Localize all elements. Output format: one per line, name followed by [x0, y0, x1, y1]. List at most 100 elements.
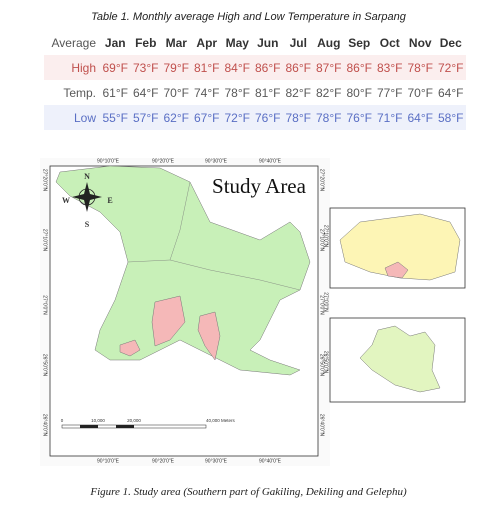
latitude-label: 27°0'0"N	[319, 295, 325, 315]
table-cell: 78°F	[316, 110, 342, 125]
table-cell: 73°F	[133, 60, 159, 75]
table-cell: 81°F	[255, 85, 281, 100]
table-cell: Feb	[135, 35, 157, 50]
table-cell: 62°F	[163, 110, 189, 125]
table-cell: 77°F	[377, 85, 403, 100]
table-cell: 81°F	[194, 60, 220, 75]
table-cell: Oct	[379, 35, 400, 50]
boundary	[169, 181, 191, 261]
table-cell: Low	[73, 110, 96, 125]
compass-star	[72, 182, 102, 212]
longitude-label: 90°20'0"E	[152, 458, 175, 464]
latitude-label: 27°20'0"N	[319, 169, 325, 192]
latitude-label: 27°10'0"N	[319, 229, 325, 252]
compass	[72, 182, 102, 212]
table-cell: High	[71, 60, 96, 75]
table-cell: 67°F	[194, 110, 220, 125]
boundary	[127, 259, 301, 291]
map-title: Study Area	[212, 174, 307, 198]
table-cell: 64°F	[438, 85, 464, 100]
table-cell: Nov	[408, 35, 432, 50]
table-cell: Dec	[439, 35, 462, 50]
inset-district	[359, 325, 441, 393]
table-cell: Jul	[289, 35, 307, 50]
table-row: Average Jan Feb Mar Apr May Jun Jul Aug Sep Oct Nov…	[44, 30, 466, 55]
table-cell: 86°F	[346, 60, 372, 75]
compass-letter: W	[62, 196, 70, 205]
longitude-label: 90°40'0"E	[259, 158, 282, 164]
table-cell: 71°F	[377, 110, 403, 125]
longitude-label: 90°40'0"E	[259, 458, 282, 464]
table-cell: Mar	[165, 35, 187, 50]
table-cell: 74°F	[194, 85, 220, 100]
table-caption: Table 1. Monthly average High and Low Te…	[91, 11, 406, 23]
scale-label: 20,000	[127, 418, 141, 423]
latitude-label: 26°40'0"N	[319, 414, 325, 437]
compass-letter: E	[107, 196, 112, 205]
latitude-label: 27°10'0"N	[42, 229, 48, 252]
table-row: Temp. 61°F 64°F 70°F 74°F 78°F 81°F 82°F 82°F 80°…	[44, 80, 466, 105]
scale-label: 10,000	[91, 418, 105, 423]
table-cell: 55°F	[102, 110, 128, 125]
table-cell: Jan	[104, 35, 126, 50]
table-cell: Aug	[317, 35, 341, 50]
table-cell: 86°F	[285, 60, 311, 75]
table-cell: 76°F	[346, 110, 372, 125]
table-row: High 69°F 73°F 79°F 81°F 84°F 86°F 86°F 87°F 86°F…	[44, 55, 466, 80]
table-cell: 78°F	[285, 110, 311, 125]
table-cell: 79°F	[163, 60, 189, 75]
inset-latitude-label: 27°0'0"N	[323, 292, 329, 312]
table-cell: 72°F	[224, 110, 250, 125]
inset-country	[339, 213, 461, 281]
table-cell: 70°F	[407, 85, 433, 100]
table-cell: Sep	[348, 35, 371, 50]
pink-region	[151, 295, 186, 347]
table-cell: 82°F	[316, 85, 342, 100]
compass-ring	[78, 188, 96, 206]
pink-region	[197, 311, 221, 361]
table-cell: 78°F	[407, 60, 433, 75]
figure-caption: Figure 1. Study area (Southern part of G…	[90, 486, 407, 498]
table-cell: 64°F	[133, 85, 159, 100]
table-cell: 83°F	[377, 60, 403, 75]
map-figure: Study Area N E W S 90°10'0"E 90°20'0"E 90°30'0"…	[40, 158, 466, 466]
latitude-label: 27°20'0"N	[42, 169, 48, 192]
table-cell: 58°F	[438, 110, 464, 125]
scale-bar-segment	[80, 425, 98, 428]
longitude-label: 90°30'0"E	[205, 458, 228, 464]
table-cell: 70°F	[163, 85, 189, 100]
latitude-label: 26°50'0"N	[319, 354, 325, 377]
table-cell: Apr	[196, 35, 218, 50]
table-cell: 86°F	[255, 60, 281, 75]
table-cell: Jun	[257, 35, 279, 50]
green-region	[55, 165, 311, 376]
scale-label: 0	[61, 418, 64, 423]
table-cell: 61°F	[102, 85, 128, 100]
table-cell: Temp.	[63, 85, 96, 100]
table-cell: Average	[51, 35, 96, 50]
table-cell: 57°F	[133, 110, 159, 125]
inset-latitude-label: 27°10'0"N	[323, 225, 329, 248]
longitude-label: 90°10'0"E	[97, 458, 120, 464]
table-cell: 80°F	[346, 85, 372, 100]
latitude-label: 27°0'0"N	[42, 295, 48, 315]
compass-letter: S	[85, 220, 90, 229]
table-cell: 64°F	[407, 110, 433, 125]
table-cell: 82°F	[285, 85, 311, 100]
longitude-label: 90°20'0"E	[152, 158, 175, 164]
table-cell: 87°F	[316, 60, 342, 75]
table-cell: 76°F	[255, 110, 281, 125]
longitude-label: 90°30'0"E	[205, 158, 228, 164]
longitude-label: 90°10'0"E	[97, 158, 120, 164]
table-row: Low 55°F 57°F 62°F 67°F 72°F 76°F 78°F 78°F 76°F 7…	[44, 105, 466, 130]
table-cell: 69°F	[102, 60, 128, 75]
temperature-table: Average Jan Feb Mar Apr May Jun Jul Aug Sep Oct Nov…	[44, 30, 466, 130]
table-cell: 78°F	[224, 85, 250, 100]
compass-letter: N	[84, 172, 90, 181]
scale-label: 40,000 Meters	[206, 418, 236, 423]
inset-study-area	[384, 261, 409, 279]
latitude-label: 26°40'0"N	[42, 414, 48, 437]
pink-region	[119, 339, 141, 357]
table-cell: 72°F	[438, 60, 464, 75]
